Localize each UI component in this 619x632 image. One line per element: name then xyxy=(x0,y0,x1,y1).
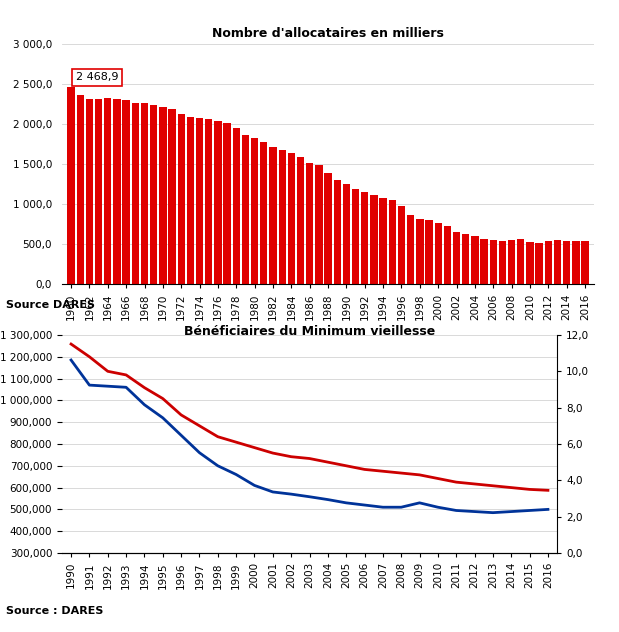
Text: Source : DARES: Source : DARES xyxy=(6,606,103,616)
Bar xyxy=(389,200,396,284)
Bar xyxy=(187,117,194,284)
Bar xyxy=(545,241,552,284)
Bar xyxy=(554,240,561,284)
Bar xyxy=(508,240,515,284)
Bar xyxy=(361,192,368,284)
Bar xyxy=(178,114,185,284)
Bar xyxy=(214,121,222,284)
Bar xyxy=(490,240,497,284)
Bar xyxy=(398,206,405,284)
Bar xyxy=(104,98,111,284)
Bar xyxy=(370,195,378,284)
Bar xyxy=(269,147,277,284)
Bar xyxy=(306,162,313,284)
Bar xyxy=(297,157,304,284)
Bar xyxy=(315,165,322,284)
Bar xyxy=(141,104,148,284)
Text: 2 468,9: 2 468,9 xyxy=(76,72,118,82)
Bar xyxy=(260,142,267,284)
Text: Source DARES: Source DARES xyxy=(6,300,95,310)
Bar xyxy=(352,189,359,284)
Text: Bénéficiaires du Minimum vieillesse: Bénéficiaires du Minimum vieillesse xyxy=(184,325,435,339)
Bar xyxy=(150,105,157,284)
Bar xyxy=(324,173,332,284)
Bar xyxy=(407,215,414,284)
Bar xyxy=(581,241,589,284)
Bar xyxy=(95,99,102,284)
Bar xyxy=(132,102,139,284)
Bar xyxy=(251,138,258,284)
Bar xyxy=(517,239,524,284)
Bar xyxy=(480,239,488,284)
Bar xyxy=(444,226,451,284)
Bar xyxy=(223,123,231,284)
Bar xyxy=(205,119,212,284)
Bar xyxy=(499,241,506,284)
Bar xyxy=(471,236,478,284)
Bar xyxy=(462,234,469,284)
Bar xyxy=(572,241,579,284)
Bar xyxy=(435,222,442,284)
Bar xyxy=(113,99,121,284)
Title: Nombre d'allocataires en milliers: Nombre d'allocataires en milliers xyxy=(212,27,444,40)
Bar xyxy=(288,153,295,284)
Bar xyxy=(233,128,240,284)
Bar xyxy=(334,179,341,284)
Bar xyxy=(343,185,350,284)
Bar xyxy=(526,242,534,284)
Bar xyxy=(159,107,167,284)
Bar xyxy=(168,109,176,284)
Bar xyxy=(379,198,387,284)
Bar xyxy=(77,95,84,284)
Bar xyxy=(453,231,461,284)
Bar xyxy=(416,219,423,284)
Bar xyxy=(196,118,203,284)
Bar xyxy=(67,87,75,284)
Bar xyxy=(279,150,286,284)
Bar xyxy=(563,241,570,284)
Bar xyxy=(242,135,249,284)
Bar xyxy=(123,100,130,284)
Bar xyxy=(86,99,93,284)
Bar xyxy=(535,243,543,284)
Bar xyxy=(425,221,433,284)
